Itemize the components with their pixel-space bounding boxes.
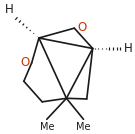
Text: O: O — [21, 56, 30, 69]
Text: H: H — [5, 3, 14, 16]
Text: H: H — [124, 42, 132, 55]
Text: Me: Me — [76, 122, 91, 132]
Text: Me: Me — [40, 122, 54, 132]
Text: O: O — [78, 21, 87, 34]
